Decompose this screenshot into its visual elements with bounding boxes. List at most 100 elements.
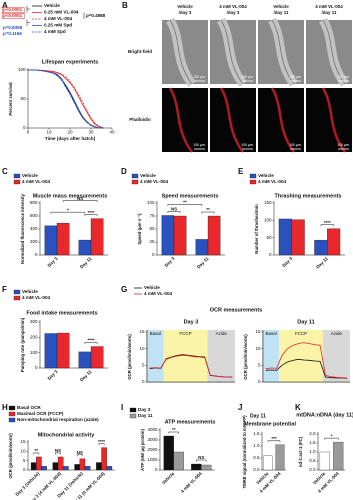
scale-bar-label: 100 μm xyxy=(289,143,301,147)
series-line xyxy=(149,354,233,378)
highlight-box xyxy=(1,13,25,19)
bar xyxy=(84,466,91,471)
bar xyxy=(52,462,59,471)
legend-swatch xyxy=(13,295,21,301)
significance-bracket xyxy=(320,224,334,227)
significance-label: NS xyxy=(55,448,61,453)
y-axis-label: Speed (μm·s⁻¹) xyxy=(137,213,142,244)
panel-letter: G xyxy=(121,285,127,294)
legend-label: 4 mM VL-004 xyxy=(140,179,169,184)
y-tick-label: 1.5 xyxy=(309,440,316,445)
legend-swatch xyxy=(131,179,139,185)
worm-edge xyxy=(220,19,244,85)
significance-label: * xyxy=(67,207,69,212)
axis xyxy=(262,330,350,383)
bar xyxy=(44,225,58,256)
y-tick-label: 2.0 xyxy=(309,431,316,436)
bar xyxy=(44,333,58,369)
bar xyxy=(201,464,212,471)
y-tick-label: 100 xyxy=(30,350,38,355)
legend-label: 4 mM VL-004 xyxy=(44,16,73,21)
legend-label: 4 mM VL-004 xyxy=(22,295,51,300)
legend-label: 0.25 mM Spd xyxy=(44,23,72,28)
phase-label: FCCP xyxy=(295,331,307,336)
y-tick-label: 1000 xyxy=(147,457,158,462)
legend-label: 0.25 mM VL-004 xyxy=(44,10,79,15)
bar xyxy=(78,351,92,369)
legend-label: Vehicle xyxy=(140,173,156,178)
chart-title: Muscle mass measurements xyxy=(33,193,108,199)
y-tick-label: 600 xyxy=(30,213,38,218)
significance-bracket xyxy=(84,214,98,217)
y-tick-label: 75 xyxy=(149,213,155,218)
worm-edge xyxy=(322,19,346,85)
bar xyxy=(36,456,42,471)
bar xyxy=(30,462,37,471)
bar xyxy=(173,451,184,471)
chart-title: Speed measurements xyxy=(162,193,219,199)
worm xyxy=(321,87,347,153)
chart-subtitle: Day 11 xyxy=(250,413,266,419)
phase-band xyxy=(207,330,235,382)
significance-label: NS xyxy=(77,450,83,455)
y-axis-label: nd-1:act-1 (FC) xyxy=(298,436,303,467)
chart-title: Mitochondrial activity xyxy=(38,432,95,438)
y-tick-label: 15 xyxy=(139,329,145,334)
significance-bracket xyxy=(98,443,105,446)
bar xyxy=(195,239,209,256)
y-tick-label: 0 xyxy=(35,365,38,370)
axis xyxy=(146,330,235,383)
legend-swatch xyxy=(8,405,16,411)
worm-edge xyxy=(271,19,295,85)
y-tick-label: 0.5 xyxy=(309,458,316,463)
significance-label: NS xyxy=(77,196,83,201)
legend-label: 4 mM VL-004 xyxy=(144,291,173,296)
p-value: p=0.8358 xyxy=(3,25,23,30)
y-tick-label: 5 xyxy=(23,458,26,463)
legend-swatch xyxy=(131,173,139,179)
y-tick-label: 0 xyxy=(23,467,26,472)
y-tick-label: 400 xyxy=(30,226,38,231)
column-label: /day 11 xyxy=(321,10,337,15)
significance-label: ** xyxy=(172,427,176,432)
significance-label: ** xyxy=(183,200,187,205)
significance-label: ** xyxy=(206,207,210,212)
bar xyxy=(278,218,292,256)
p-value: p=0.1166 xyxy=(3,31,22,36)
phase-label: FCCP xyxy=(179,331,191,336)
significance-bracket xyxy=(62,200,98,203)
panel-letter: B xyxy=(122,1,128,10)
y-tick-label: 1.5 xyxy=(253,431,260,436)
y-tick-label: 4000 xyxy=(147,427,158,432)
phase-band xyxy=(263,330,280,382)
legend-swatch xyxy=(8,411,16,417)
y-tick-label: 0 xyxy=(23,125,26,130)
significance-label: **** xyxy=(98,439,105,444)
chart-title: Day 11 xyxy=(297,319,314,325)
chart-title: Food intake measurements xyxy=(26,310,97,316)
legend-swatch xyxy=(8,417,16,423)
bar xyxy=(333,441,344,471)
chart-title: mtDNA:nDNA (day 11) xyxy=(296,412,353,418)
y-axis-label: TMRE signal (normalized to mtGFP) xyxy=(242,415,247,489)
legend-label: Maximal OCR (FCCP) xyxy=(17,411,64,416)
legend-swatch xyxy=(13,289,21,295)
x-tick-label: 0 xyxy=(27,130,30,135)
legend-bracket xyxy=(26,6,85,26)
legend-label: Day 3 xyxy=(138,407,151,412)
bar xyxy=(314,239,328,256)
column-label: 4 mM VL-004 xyxy=(315,4,343,9)
chart-title: Membrane potential xyxy=(244,421,296,427)
bar xyxy=(41,466,47,471)
legend-swatch xyxy=(13,173,21,179)
bar xyxy=(275,444,285,471)
x-axis-label: Time (days after hatch) xyxy=(45,136,96,141)
y-axis-label: Pumping rate (pumps/min) xyxy=(20,317,25,372)
column-label: Vehicle xyxy=(177,4,193,9)
y-tick-label: 3000 xyxy=(147,437,158,442)
panel-letter: K xyxy=(295,403,301,412)
scale-bar-label: 100 μm xyxy=(337,75,349,79)
scale-bar-label: 100 μm xyxy=(337,143,349,147)
significance-bracket xyxy=(33,452,40,455)
panel-letter: E xyxy=(238,167,244,176)
